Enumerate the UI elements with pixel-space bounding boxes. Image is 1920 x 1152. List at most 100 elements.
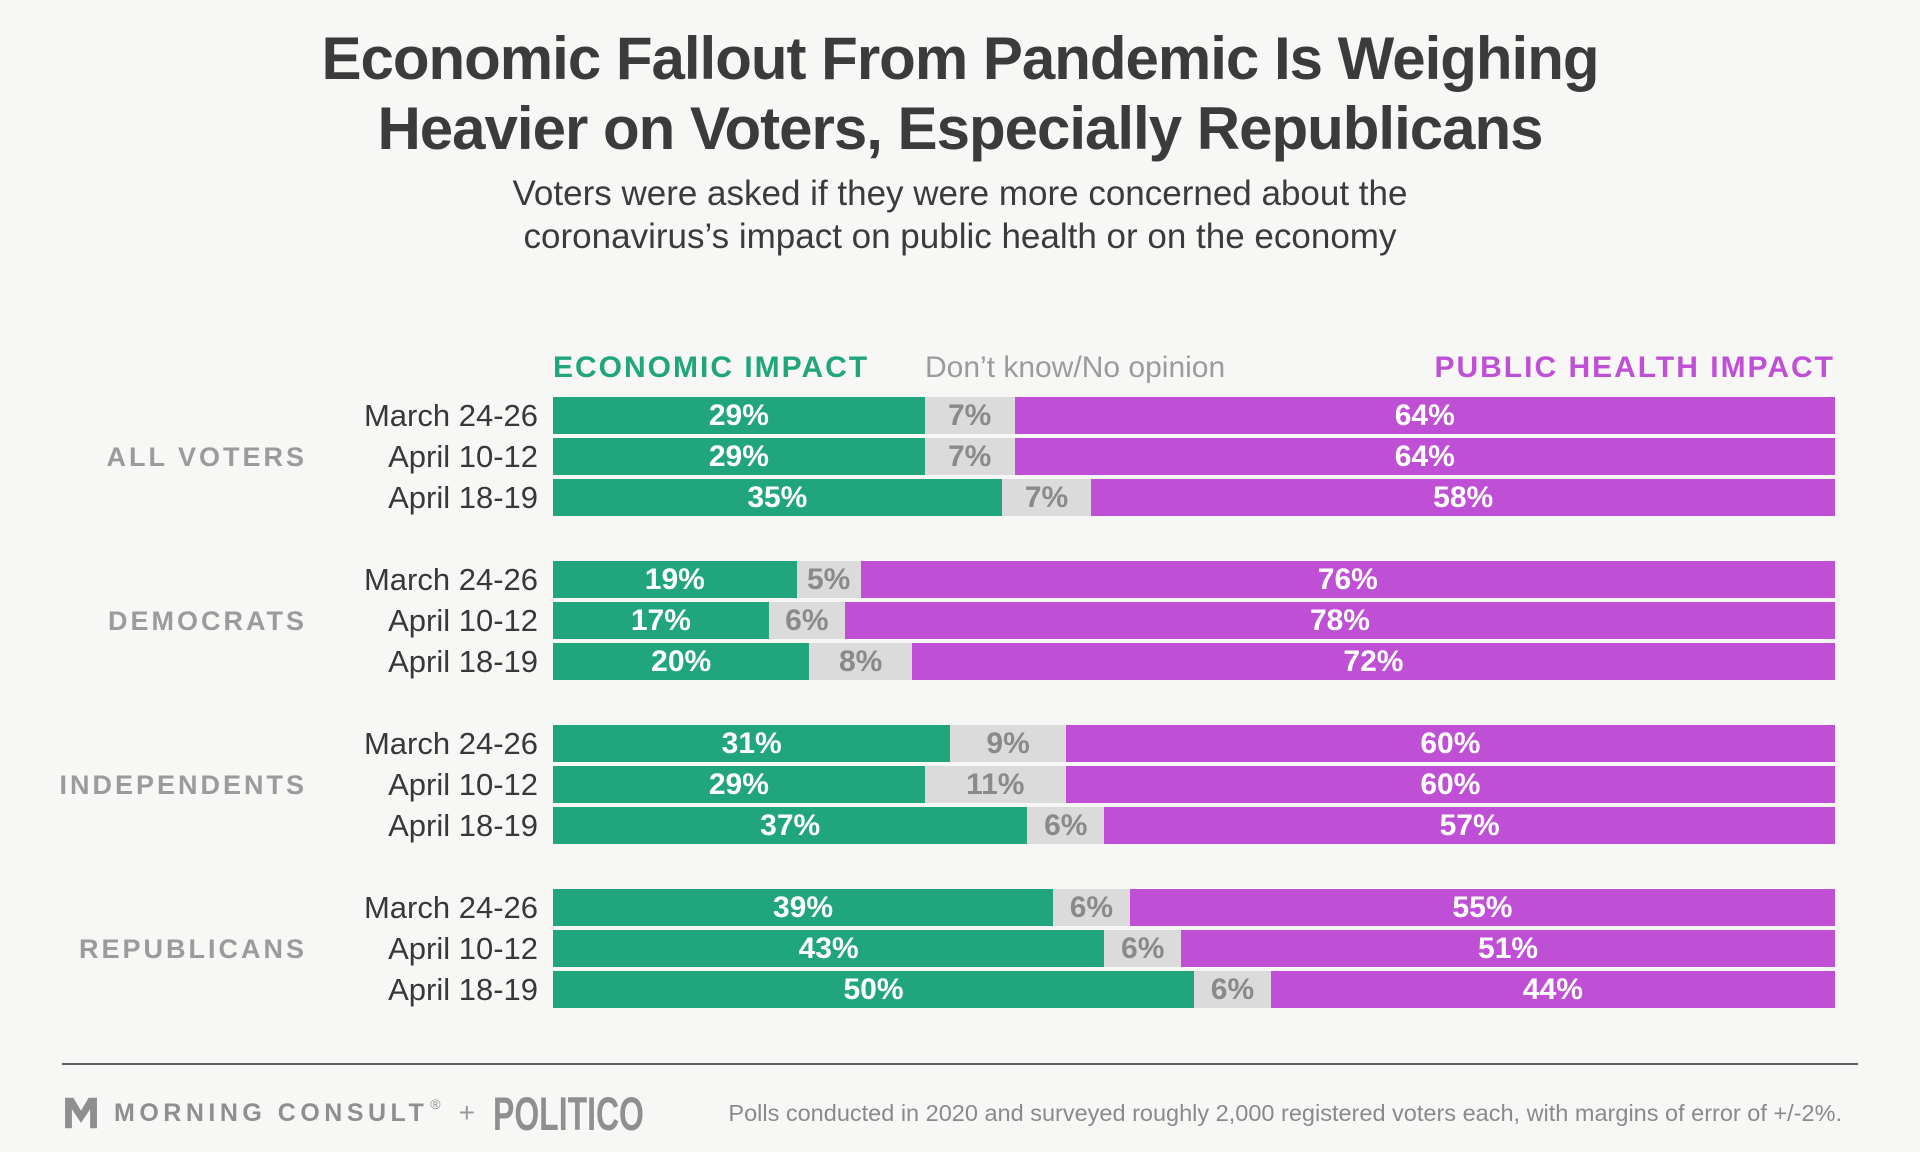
- segment-economic: 20%: [553, 643, 810, 680]
- segment-value-label: 7%: [947, 440, 992, 473]
- chart-title: Economic Fallout From Pandemic Is Weighi…: [0, 0, 1920, 164]
- segment-value-label: 6%: [785, 604, 829, 637]
- segment-value-label: 6%: [1121, 932, 1165, 965]
- segment-value-label: 60%: [1420, 768, 1481, 801]
- legend-economic-impact: ECONOMIC IMPACT: [553, 351, 870, 384]
- row-label: April 10-12: [388, 603, 538, 638]
- segment-value-label: 7%: [947, 399, 992, 432]
- group-label-democrats: DEMOCRATS: [108, 605, 307, 636]
- segment-value-label: 11%: [966, 768, 1025, 801]
- segment-value-label: 72%: [1343, 645, 1404, 678]
- segment-value-label: 9%: [986, 727, 1030, 760]
- segment-value-label: 29%: [708, 768, 769, 801]
- segment-economic: 39%: [553, 889, 1053, 926]
- segment-value-label: 5%: [806, 563, 851, 596]
- segment-value-label: 64%: [1394, 440, 1455, 473]
- bar-row: 31% 9% 60%: [553, 725, 1835, 762]
- row-label: March 24-26: [363, 726, 538, 761]
- morning-consult-logo-icon: [65, 1097, 97, 1129]
- bar-row: 29% 11% 60%: [553, 766, 1835, 803]
- segment-public-health: 78%: [844, 602, 1835, 639]
- segment-dont-know: 6%: [1104, 930, 1182, 967]
- row-label: March 24-26: [363, 398, 538, 433]
- chart-title-line1: Economic Fallout From Pandemic Is Weighi…: [321, 25, 1599, 92]
- segment-value-label: 44%: [1522, 973, 1583, 1006]
- registered-mark: ®: [430, 1096, 441, 1112]
- segment-value-label: 29%: [708, 440, 769, 473]
- bar-row: 29% 7% 64%: [553, 438, 1835, 475]
- segment-value-label: 78%: [1309, 604, 1370, 637]
- segment-public-health: 44%: [1270, 971, 1835, 1008]
- group-label-all-voters: ALL VOTERS: [106, 441, 307, 472]
- segment-value-label: 58%: [1433, 481, 1494, 514]
- footer-note: Polls conducted in 2020 and surveyed rou…: [728, 1099, 1842, 1126]
- legend-public-health: PUBLIC HEALTH IMPACT: [1434, 351, 1835, 384]
- segment-dont-know: 11%: [924, 766, 1066, 803]
- segment-value-label: 19%: [644, 563, 705, 596]
- segment-public-health: 72%: [911, 643, 1835, 680]
- row-label: April 10-12: [388, 767, 538, 802]
- segment-economic: 43%: [553, 930, 1105, 967]
- segment-value-label: 6%: [1044, 809, 1088, 842]
- segment-economic: 29%: [553, 766, 925, 803]
- politico-wordmark: POLITICO: [492, 1086, 644, 1140]
- segment-value-label: 8%: [838, 645, 883, 678]
- segment-dont-know: 8%: [809, 643, 912, 680]
- chart-subtitle-line2: coronavirus’s impact on public health or…: [523, 217, 1397, 256]
- segment-economic: 29%: [553, 397, 925, 434]
- group-label-independents: INDEPENDENTS: [59, 769, 307, 800]
- legend-dont-know: Don’t know/No opinion: [925, 351, 1226, 384]
- segment-value-label: 43%: [798, 932, 859, 965]
- segment-dont-know: 6%: [1027, 807, 1105, 844]
- segment-value-label: 64%: [1394, 399, 1455, 432]
- bar-row: 19% 5% 76%: [553, 561, 1835, 598]
- footer-divider: [62, 1063, 1858, 1065]
- segment-value-label: 7%: [1024, 481, 1069, 514]
- segment-economic: 50%: [553, 971, 1194, 1008]
- row-label: March 24-26: [363, 890, 538, 925]
- segment-public-health: 60%: [1065, 725, 1835, 762]
- segment-economic: 19%: [553, 561, 797, 598]
- segment-value-label: 37%: [760, 809, 821, 842]
- segment-dont-know: 5%: [796, 561, 861, 598]
- bar-row: 29% 7% 64%: [553, 397, 1835, 434]
- segment-public-health: 58%: [1091, 479, 1835, 516]
- segment-value-label: 31%: [721, 727, 782, 760]
- bar-row: 43% 6% 51%: [553, 930, 1835, 967]
- bar-row: 37% 6% 57%: [553, 807, 1835, 844]
- segment-value-label: 17%: [630, 604, 691, 637]
- segment-economic: 31%: [553, 725, 951, 762]
- segment-dont-know: 9%: [950, 725, 1066, 762]
- segment-public-health: 57%: [1104, 807, 1835, 844]
- footer: MORNING CONSULT ® + POLITICO Polls condu…: [62, 1084, 1842, 1142]
- segment-public-health: 76%: [860, 561, 1835, 598]
- segment-public-health: 64%: [1014, 438, 1835, 475]
- segment-value-label: 29%: [708, 399, 769, 432]
- segment-value-label: 51%: [1478, 932, 1539, 965]
- segment-public-health: 51%: [1181, 930, 1835, 967]
- row-label: March 24-26: [363, 562, 538, 597]
- segment-value-label: 57%: [1439, 809, 1500, 842]
- segment-value-label: 76%: [1317, 563, 1378, 596]
- segment-dont-know: 7%: [1001, 479, 1092, 516]
- segment-dont-know: 7%: [924, 438, 1015, 475]
- row-label: April 18-19: [388, 972, 538, 1007]
- chart-subtitle: Voters were asked if they were more conc…: [0, 172, 1920, 258]
- row-label: April 18-19: [388, 808, 538, 843]
- segment-dont-know: 7%: [924, 397, 1015, 434]
- morning-consult-wordmark: MORNING CONSULT: [114, 1098, 429, 1127]
- segment-economic: 17%: [553, 602, 769, 639]
- row-label: April 18-19: [388, 480, 538, 515]
- segment-value-label: 35%: [747, 481, 808, 514]
- segment-value-label: 60%: [1420, 727, 1481, 760]
- segment-dont-know: 6%: [1194, 971, 1271, 1008]
- group-label-republicans: REPUBLICANS: [78, 933, 307, 964]
- segment-economic: 37%: [553, 807, 1028, 844]
- row-label: April 10-12: [388, 439, 538, 474]
- row-label: April 10-12: [388, 931, 538, 966]
- segment-economic: 35%: [553, 479, 1002, 516]
- chart-subtitle-line1: Voters were asked if they were more conc…: [512, 174, 1408, 213]
- segment-dont-know: 6%: [1052, 889, 1130, 926]
- segment-value-label: 55%: [1452, 891, 1513, 924]
